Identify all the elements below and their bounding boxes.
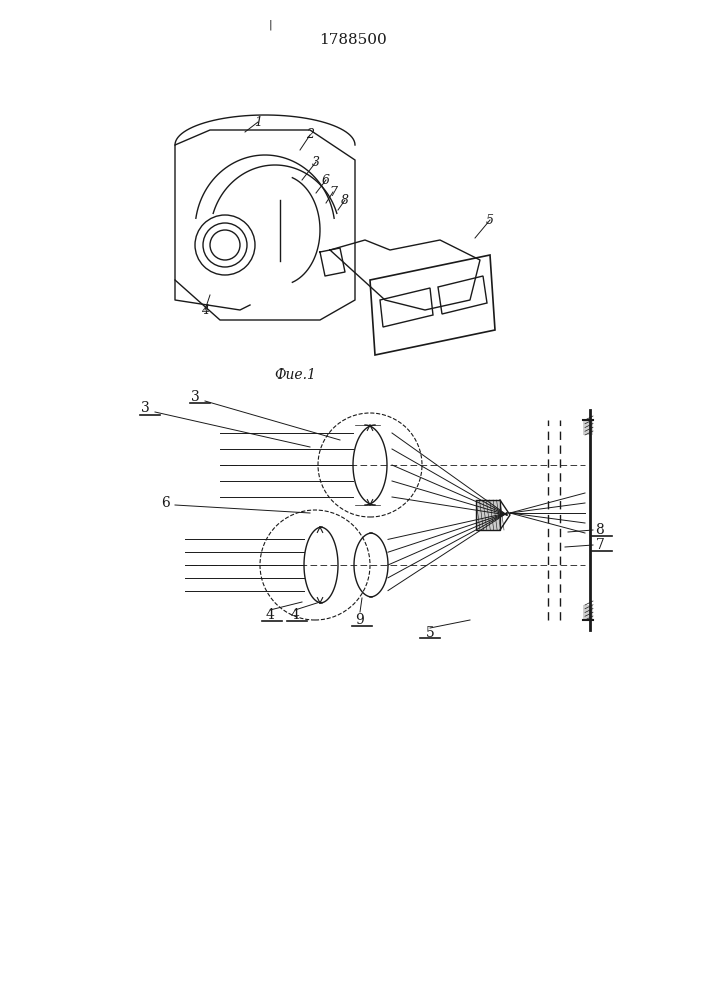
Text: 7: 7 <box>329 186 337 198</box>
Polygon shape <box>476 500 500 530</box>
Text: 6: 6 <box>160 496 170 510</box>
Text: 3: 3 <box>191 390 199 404</box>
Text: 5: 5 <box>426 626 434 640</box>
Text: 9: 9 <box>356 613 364 627</box>
Text: 5: 5 <box>486 214 494 227</box>
Text: 4: 4 <box>266 608 274 622</box>
Text: 3: 3 <box>141 401 149 415</box>
Text: 6: 6 <box>322 174 330 186</box>
Text: Фие.1: Фие.1 <box>274 368 316 382</box>
Text: 1: 1 <box>254 115 262 128</box>
Text: 3: 3 <box>312 155 320 168</box>
Text: 7: 7 <box>595 538 604 552</box>
Text: 8: 8 <box>595 523 604 537</box>
Text: 2: 2 <box>306 128 314 141</box>
Text: |: | <box>268 20 271 30</box>
Text: 1788500: 1788500 <box>319 33 387 47</box>
Text: 4: 4 <box>201 304 209 316</box>
Text: 4: 4 <box>291 608 300 622</box>
Text: 8: 8 <box>341 194 349 207</box>
